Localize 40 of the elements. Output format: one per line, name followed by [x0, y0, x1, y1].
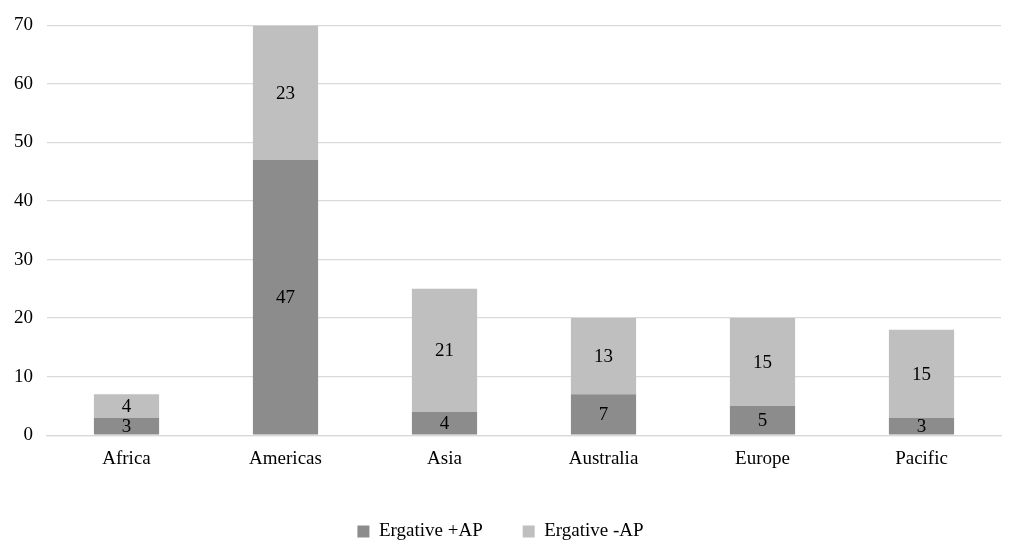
- y-tick-label: 30: [14, 247, 33, 269]
- y-tick-label: 0: [23, 423, 33, 445]
- bar: [93, 394, 160, 418]
- y-tick-label: 70: [14, 13, 33, 35]
- bar: [411, 411, 478, 435]
- bar: [888, 329, 955, 418]
- data-label: 23: [276, 81, 295, 103]
- data-label: 7: [598, 403, 609, 425]
- x-tick-label: Australia: [568, 446, 639, 468]
- bar: [729, 318, 796, 406]
- y-tick-label: 60: [14, 71, 33, 93]
- y-tick-label: 50: [14, 130, 33, 152]
- bar: [411, 288, 478, 412]
- data-label: 3: [916, 415, 927, 437]
- legend-label: Ergative +AP: [378, 519, 483, 541]
- x-tick-label: Pacific: [895, 446, 948, 468]
- bar: [570, 394, 637, 435]
- data-label: 47: [276, 286, 295, 308]
- data-label: 3: [121, 415, 132, 437]
- x-tick-label: Africa: [102, 446, 152, 468]
- x-tick-label: Asia: [427, 446, 463, 468]
- data-label: 4: [439, 412, 450, 434]
- bar: [570, 318, 637, 395]
- data-label: 13: [594, 345, 613, 367]
- y-tick-label: 40: [14, 189, 33, 211]
- legend-label: Ergative -AP: [544, 519, 644, 541]
- data-label: 4: [121, 394, 132, 416]
- bar: [252, 25, 319, 161]
- data-label: 15: [753, 351, 772, 373]
- y-tick-label: 20: [14, 306, 33, 328]
- data-label: 15: [912, 362, 931, 384]
- bar: [729, 405, 796, 435]
- data-label: 21: [435, 339, 454, 361]
- y-tick-label: 10: [14, 364, 33, 386]
- bar: [93, 417, 160, 435]
- bar: [252, 160, 319, 435]
- data-label: 5: [757, 409, 768, 431]
- x-tick-label: Europe: [735, 446, 790, 468]
- x-tick-label: Americas: [249, 446, 322, 468]
- bar: [888, 417, 955, 435]
